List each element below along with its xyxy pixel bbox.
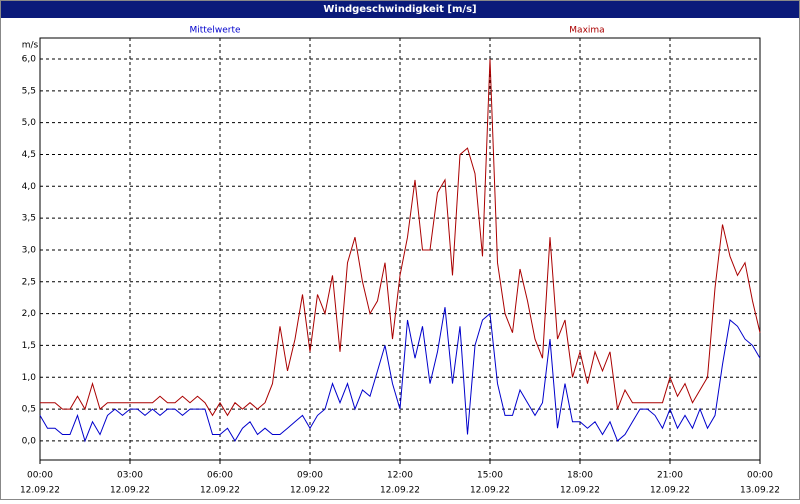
title-bar [0,0,800,18]
x-tick-date: 12.09.22 [110,486,150,496]
y-tick-label: 5,0 [22,118,37,128]
x-tick-label: 00:00 [27,471,53,481]
x-tick-date: 12.09.22 [290,486,330,496]
legend-label: Mittelwerte [189,26,240,36]
x-tick-date: 12.09.22 [470,486,510,496]
x-tick-label: 12:00 [387,471,413,481]
x-tick-date: 12.09.22 [560,486,600,496]
x-tick-label: 21:00 [657,471,683,481]
y-tick-label: 5,5 [22,86,36,96]
y-tick-label: 0,5 [22,405,36,415]
y-unit: m/s [22,41,39,51]
series-line [40,58,761,417]
x-tick-date: 12.09.22 [20,486,60,496]
chart-title: Windgeschwindigkeit [m/s] [323,4,476,15]
x-tick-label: 00:00 [747,471,773,481]
y-tick-label: 4,0 [22,182,37,192]
y-tick-label: 6,0 [22,55,37,65]
x-tick-label: 06:00 [207,471,233,481]
y-tick-label: 1,5 [22,341,36,351]
y-tick-label: 3,0 [22,245,37,255]
x-tick-label: 18:00 [567,471,593,481]
series-line [39,307,761,443]
y-tick-label: 0,0 [22,436,37,446]
x-tick-date: 12.09.22 [200,486,240,496]
x-tick-date: 12.09.22 [380,486,420,496]
y-tick-label: 3,5 [22,214,36,224]
x-tick-date: 12.09.22 [650,486,690,496]
y-tick-label: 2,5 [22,277,36,287]
y-tick-label: 2,0 [22,309,37,319]
y-tick-label: 1,0 [22,373,37,383]
x-tick-label: 09:00 [297,471,323,481]
x-tick-label: 03:00 [117,471,143,481]
y-tick-label: 4,5 [22,150,36,160]
x-tick-date: 13.09.22 [740,486,780,496]
legend-label: Maxima [569,26,604,36]
x-tick-label: 15:00 [477,471,503,481]
